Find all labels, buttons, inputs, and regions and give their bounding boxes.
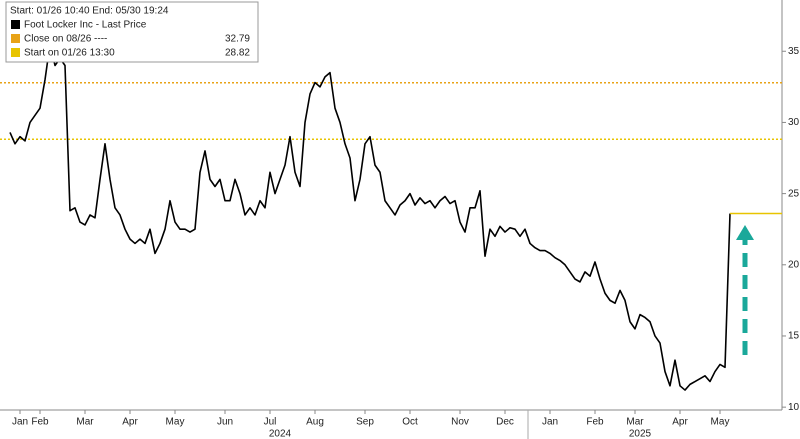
arrow-head: [736, 225, 754, 240]
legend-swatch: [11, 34, 20, 43]
legend-label: Start on 01/26 13:30: [24, 48, 115, 59]
y-tick-label: 20: [788, 259, 800, 270]
x-tick-label: Feb: [31, 417, 49, 428]
legend-label: Foot Locker Inc - Last Price: [24, 20, 147, 31]
x-tick-label: Apr: [672, 417, 688, 428]
legend-box: [5, 1, 259, 63]
x-tick-label: Nov: [451, 417, 469, 428]
x-tick-label: Dec: [496, 417, 514, 428]
y-tick-label: 35: [788, 46, 800, 57]
x-tick-label: May: [166, 417, 185, 428]
x-tick-label: May: [711, 417, 730, 428]
y-tick-label: 10: [788, 402, 800, 413]
legend-swatch: [11, 20, 20, 29]
legend-header: Start: 01/26 10:40 End: 05/30 19:24: [10, 6, 169, 17]
legend-value: 32.79: [225, 34, 250, 45]
x-tick-label: Jan: [12, 417, 28, 428]
annotation-arrow: [736, 225, 754, 355]
legend-value: 28.82: [225, 48, 250, 59]
x-tick-label: Feb: [586, 417, 604, 428]
x-tick-label: Mar: [626, 417, 644, 428]
y-tick-label: 25: [788, 188, 800, 199]
x-tick-label: Oct: [402, 417, 418, 428]
year-label: 2025: [629, 429, 652, 439]
legend-label: Close on 08/26 ----: [24, 34, 107, 45]
y-tick-label: 15: [788, 331, 800, 342]
x-tick-label: Mar: [76, 417, 94, 428]
x-tick-label: Jan: [542, 417, 558, 428]
x-tick-label: Jul: [264, 417, 277, 428]
x-tick-label: Sep: [356, 417, 374, 428]
x-tick-label: Apr: [122, 417, 138, 428]
legend: Start: 01/26 10:40 End: 05/30 19:24 Foot …: [5, 1, 259, 63]
price-line: [9, 43, 731, 391]
x-tick-label: Aug: [306, 417, 324, 428]
legend-swatch: [11, 48, 20, 57]
year-label: 2024: [269, 429, 292, 439]
y-tick-label: 30: [788, 117, 800, 128]
x-tick-label: Jun: [217, 417, 233, 428]
